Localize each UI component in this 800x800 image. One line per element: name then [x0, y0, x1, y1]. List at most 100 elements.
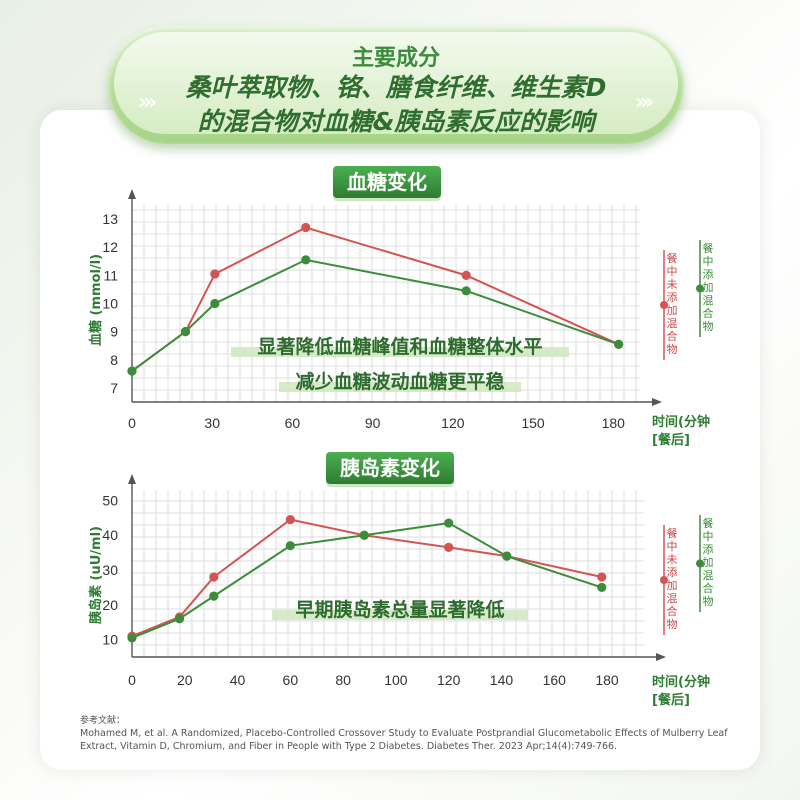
legend-label-char: 合 [667, 329, 678, 343]
y-tick-label: 10 [102, 296, 118, 312]
x-tick-label: 60 [285, 415, 301, 431]
legend-label-char: 混 [667, 317, 678, 330]
x-tick-label: 150 [521, 415, 545, 431]
chevron-right-icon: ››› [634, 90, 654, 115]
reference-text: Mohamed M, et al. A Randomized, Placebo-… [80, 728, 728, 752]
y-axis-arrow-icon [128, 189, 136, 199]
data-point [461, 270, 471, 280]
data-point [502, 551, 512, 561]
data-point [209, 572, 219, 582]
legend-label-char: 餐 [703, 241, 714, 255]
data-point [597, 572, 607, 582]
banner-subtitle-line2: 的混合物对血糖&胰岛素反应的影响 [197, 107, 595, 136]
data-point [444, 518, 454, 528]
x-axis-sublabel: [餐后] [652, 692, 690, 708]
x-tick-label: 0 [128, 415, 136, 431]
x-tick-label: 60 [283, 672, 299, 688]
x-tick-label: 160 [543, 672, 567, 688]
legend-marker [660, 301, 668, 309]
legend-label-char: 中 [703, 530, 714, 543]
legend-marker [696, 284, 704, 293]
data-point [127, 633, 137, 643]
legend-label-char: 添 [703, 267, 714, 281]
x-tick-label: 0 [128, 672, 136, 688]
annotation-text: 早期胰岛素总量显著降低 [295, 598, 504, 621]
y-tick-label: 11 [103, 267, 118, 283]
data-point [461, 286, 471, 296]
y-tick-label: 7 [110, 380, 118, 396]
y-tick-label: 20 [102, 597, 118, 613]
x-tick-label: 120 [437, 672, 461, 688]
legend-marker [660, 576, 668, 584]
y-tick-label: 30 [102, 562, 118, 578]
data-point [180, 327, 191, 337]
legend-label-char: 中 [703, 255, 714, 268]
x-axis-label: 时间(分钟 [652, 674, 710, 690]
y-tick-label: 8 [110, 352, 118, 368]
annotation-text: 显著降低血糖峰值和血糖整体水平 [257, 335, 542, 358]
legend-label-char: 餐 [667, 251, 678, 265]
x-tick-label: 20 [177, 672, 193, 688]
annotation-highlight [279, 382, 521, 392]
y-tick-label: 13 [102, 211, 118, 227]
data-point [285, 541, 295, 551]
annotation-highlight [272, 610, 528, 620]
content-card [40, 110, 760, 770]
y-tick-label: 40 [102, 527, 118, 543]
banner-heading: 主要成分 [351, 46, 440, 71]
banner-inner [114, 32, 678, 134]
legend-label-char: 物 [667, 342, 678, 356]
legend-label-char: 中 [667, 540, 678, 553]
x-axis-arrow-icon [652, 398, 662, 406]
y-tick-label: 12 [102, 239, 118, 255]
y-tick-label: 50 [102, 492, 118, 508]
legend-label-char: 添 [667, 565, 678, 579]
x-axis-sublabel: [餐后] [652, 432, 690, 448]
legend-label-char: 物 [667, 617, 678, 631]
data-point [127, 366, 137, 376]
x-tick-label: 80 [335, 672, 351, 688]
legend-label-char: 合 [667, 604, 678, 618]
legend-label-char: 混 [667, 592, 678, 605]
insulin-chart-title: 胰岛素变化 [326, 452, 454, 484]
reference-label: 参考文献： [80, 716, 126, 726]
x-tick-label: 120 [441, 415, 465, 431]
y-tick-label: 9 [110, 324, 118, 340]
x-tick-label: 40 [230, 672, 246, 688]
legend-label-char: 未 [667, 553, 678, 566]
data-point [359, 530, 369, 540]
y-axis-label: 血糖 (mmol/l) [88, 254, 104, 346]
legend-label-char: 加 [667, 579, 678, 592]
chevron-right-icon: ››› [138, 90, 157, 115]
series-line-0 [131, 518, 602, 638]
data-point [210, 269, 220, 279]
legend-label-char: 中 [667, 265, 678, 278]
y-axis-label: 胰岛素 (uU/ml) [88, 526, 104, 624]
data-point [444, 542, 454, 553]
legend-label-char: 加 [703, 556, 714, 569]
x-tick-label: 90 [365, 415, 381, 431]
series-line-1 [131, 258, 619, 372]
x-tick-label: 140 [490, 672, 514, 688]
legend-label-char: 合 [703, 581, 714, 595]
legend-label-char: 物 [703, 594, 714, 608]
legend-label-char: 混 [703, 569, 714, 582]
data-point [209, 591, 219, 601]
legend-label-char: 物 [703, 319, 714, 333]
legend-label-char: 添 [703, 542, 714, 556]
data-point [614, 339, 624, 349]
legend-label-char: 加 [667, 304, 678, 317]
data-point [210, 298, 220, 309]
data-point [174, 614, 185, 624]
series-line-1 [131, 522, 603, 639]
legend-label-char: 混 [703, 294, 714, 307]
legend-label-char: 未 [667, 278, 678, 291]
legend-label-char: 餐 [703, 516, 714, 530]
data-point [301, 222, 311, 233]
legend-label-char: 合 [703, 306, 714, 320]
y-axis-arrow-icon [128, 474, 136, 484]
x-axis-label: 时间(分钟 [652, 414, 710, 430]
data-point [301, 255, 311, 265]
x-tick-label: 30 [204, 415, 220, 431]
annotation-highlight [231, 347, 569, 357]
